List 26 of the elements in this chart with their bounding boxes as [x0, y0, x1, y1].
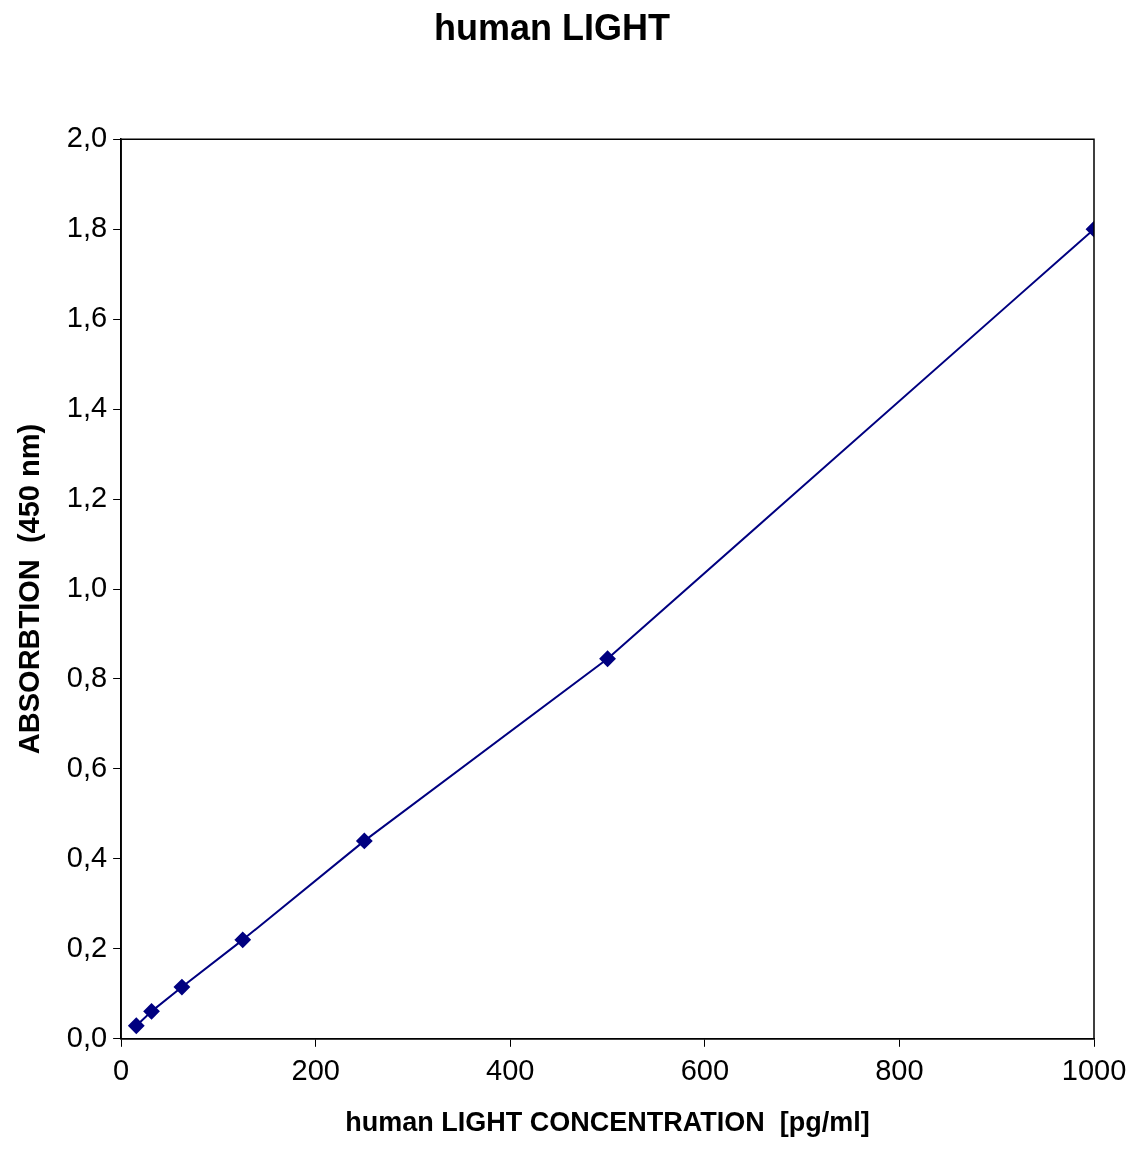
point — [356, 832, 373, 849]
x-tick-label: 400 — [486, 1054, 535, 1087]
x-tick-label: 1000 — [1061, 1054, 1127, 1087]
x-axis-title: human LIGHT CONCENTRATION [pg/ml] — [345, 1107, 870, 1138]
x-tick-label: 600 — [680, 1054, 730, 1087]
y-tick-label: 0,4 — [66, 840, 108, 873]
y-tick-label: 0,0 — [66, 1020, 108, 1053]
y-tick-label: 2,0 — [66, 121, 108, 154]
y-tick-label: 1,8 — [66, 211, 108, 244]
x-tick-label: 200 — [291, 1054, 340, 1087]
y-tick-label: 1,4 — [66, 391, 108, 424]
y-tick-label: 1,2 — [66, 481, 108, 514]
y-tick-label: 0,6 — [66, 750, 108, 783]
y-tick-label: 1,0 — [66, 571, 108, 603]
x-tick-label: 0 — [113, 1054, 130, 1087]
y-tick-label: 0,8 — [66, 660, 108, 693]
y-tick-label: 0,2 — [66, 930, 108, 963]
point — [234, 931, 251, 948]
x-tick-label: 800 — [875, 1054, 924, 1087]
point — [128, 1017, 145, 1034]
point — [143, 1003, 160, 1020]
chart-title: human LIGHT — [434, 6, 670, 48]
y-tick-label: 1,6 — [66, 301, 108, 334]
y-axis-title: ABSORBTION (450 nm) — [13, 423, 46, 755]
point — [599, 650, 616, 667]
point — [173, 979, 190, 996]
